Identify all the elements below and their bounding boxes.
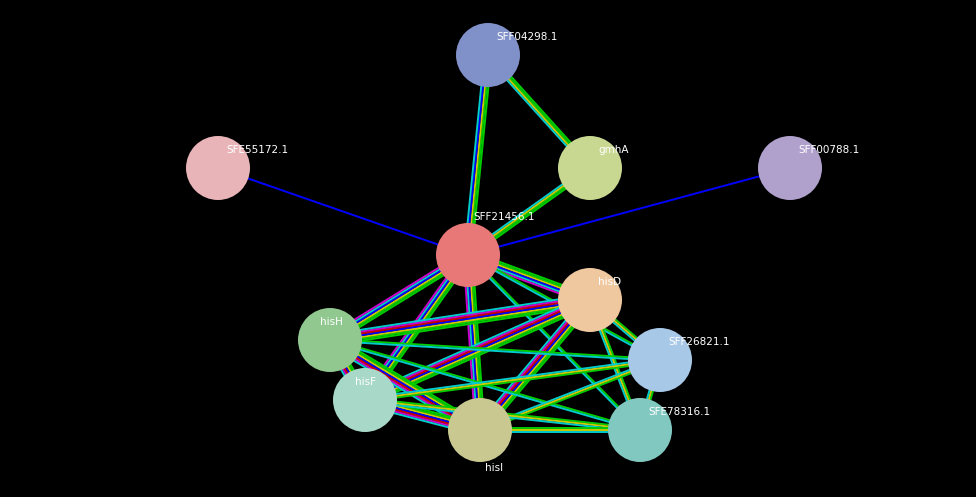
- Text: hisH: hisH: [320, 317, 343, 327]
- Text: SFE55172.1: SFE55172.1: [226, 145, 288, 155]
- Text: SFF26821.1: SFF26821.1: [668, 337, 729, 347]
- Circle shape: [628, 328, 692, 392]
- Circle shape: [448, 398, 512, 462]
- Text: hisD: hisD: [598, 277, 621, 287]
- Circle shape: [298, 308, 362, 372]
- Circle shape: [436, 223, 500, 287]
- Circle shape: [558, 136, 622, 200]
- Text: SFF21456.1: SFF21456.1: [473, 212, 535, 222]
- Text: SFE78316.1: SFE78316.1: [648, 407, 711, 417]
- Circle shape: [456, 23, 520, 87]
- Text: hisI: hisI: [485, 463, 503, 473]
- Text: SFF04298.1: SFF04298.1: [496, 32, 557, 42]
- Text: hisF: hisF: [355, 377, 376, 387]
- Text: gmhA: gmhA: [598, 145, 629, 155]
- Circle shape: [758, 136, 822, 200]
- Circle shape: [558, 268, 622, 332]
- Circle shape: [608, 398, 672, 462]
- Circle shape: [186, 136, 250, 200]
- Circle shape: [333, 368, 397, 432]
- Text: SFF00788.1: SFF00788.1: [798, 145, 859, 155]
